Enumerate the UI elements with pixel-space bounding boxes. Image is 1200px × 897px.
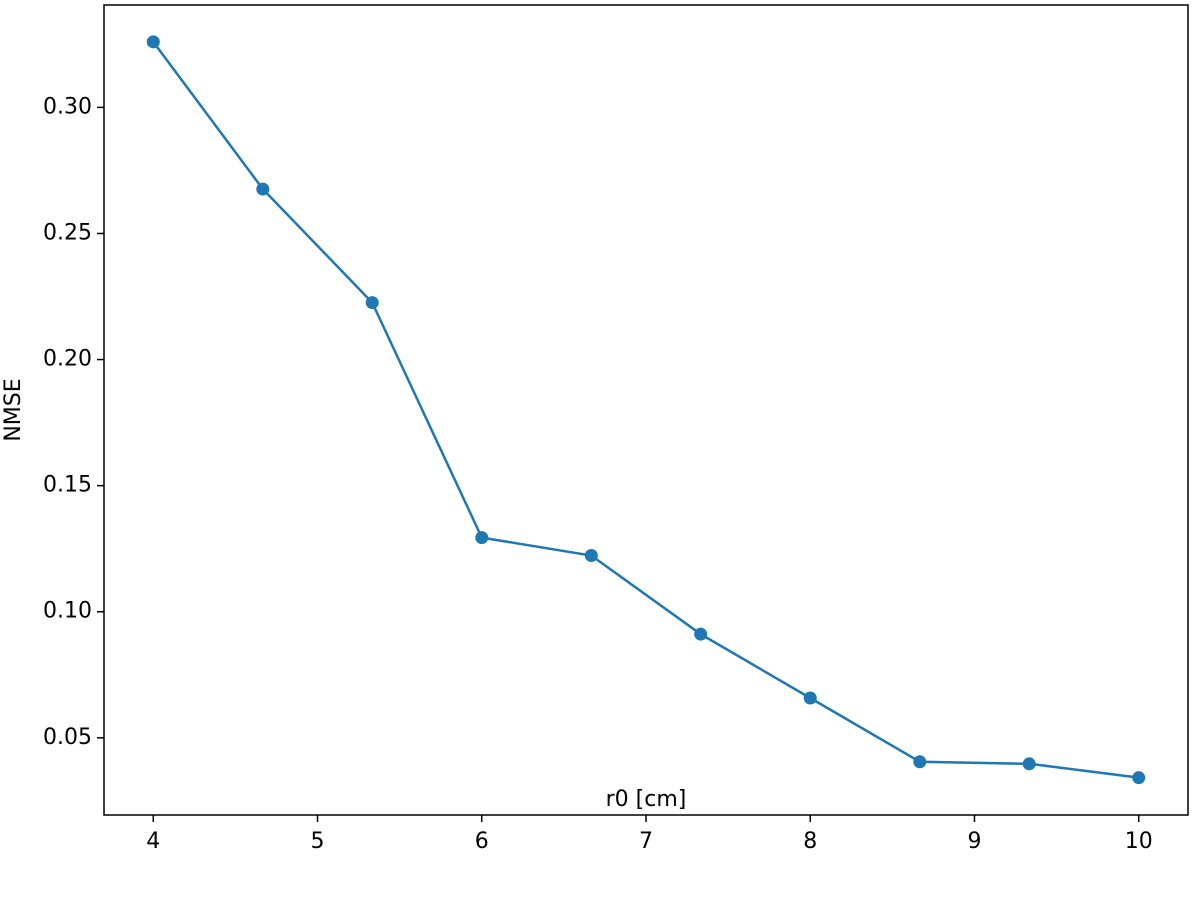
x-tick-label: 9 bbox=[967, 829, 981, 854]
y-axis-label: NMSE bbox=[1, 378, 26, 441]
y-tick-label: 0.30 bbox=[43, 94, 92, 119]
y-tick-label: 0.05 bbox=[43, 725, 92, 750]
x-tick-label: 8 bbox=[803, 829, 817, 854]
data-point bbox=[1132, 771, 1146, 785]
data-point bbox=[584, 549, 598, 563]
data-point bbox=[1022, 757, 1036, 771]
data-point bbox=[256, 182, 270, 196]
data-point bbox=[475, 531, 489, 545]
y-tick-label: 0.25 bbox=[43, 220, 92, 245]
data-point bbox=[913, 755, 927, 769]
series-line bbox=[152, 41, 1139, 779]
data-point bbox=[146, 35, 160, 49]
x-tick-label: 7 bbox=[639, 829, 653, 854]
data-point bbox=[803, 691, 817, 705]
y-tick-label: 0.15 bbox=[43, 473, 92, 498]
data-point bbox=[694, 627, 708, 641]
plot-frame bbox=[103, 4, 1189, 816]
x-tick-label: 6 bbox=[475, 829, 489, 854]
x-tick-label: 5 bbox=[311, 829, 325, 854]
y-tick-label: 0.20 bbox=[43, 347, 92, 372]
x-axis-label: r0 [cm] bbox=[606, 787, 687, 812]
data-point bbox=[365, 296, 379, 310]
y-tick-label: 0.10 bbox=[43, 599, 92, 624]
x-tick-label: 10 bbox=[1125, 829, 1153, 854]
x-tick-label: 4 bbox=[146, 829, 160, 854]
